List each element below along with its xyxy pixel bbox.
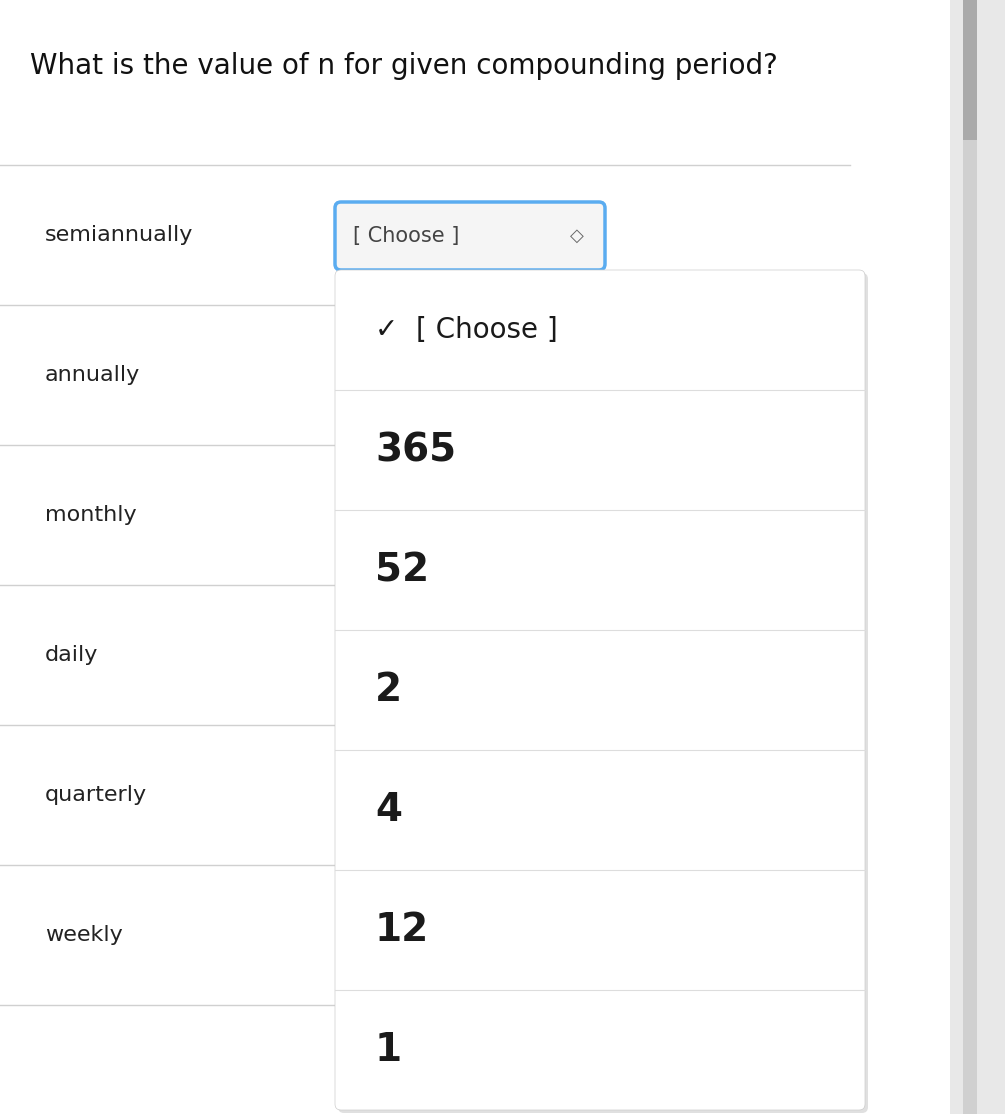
FancyBboxPatch shape [335,202,605,270]
Text: 365: 365 [375,431,456,469]
FancyBboxPatch shape [338,273,868,1113]
Text: 4: 4 [375,791,402,829]
Bar [963,0,977,1114]
Text: 12: 12 [375,911,429,949]
Text: What is the value of n for given compounding period?: What is the value of n for given compoun… [30,52,778,80]
Text: annually: annually [45,365,141,385]
Text: semiannually: semiannually [45,225,193,245]
Text: 2: 2 [375,671,402,709]
Text: 52: 52 [375,551,429,589]
Text: [ Choose ]: [ Choose ] [353,226,459,246]
Text: quarterly: quarterly [45,785,147,805]
Text: ✓  [ Choose ]: ✓ [ Choose ] [375,316,558,344]
Bar [950,0,1005,1114]
FancyBboxPatch shape [334,201,606,271]
Text: weekly: weekly [45,925,123,945]
Bar [963,0,977,140]
FancyBboxPatch shape [335,270,865,1110]
Text: monthly: monthly [45,505,137,525]
Text: daily: daily [45,645,98,665]
Text: 1: 1 [375,1030,402,1069]
Text: ◇: ◇ [570,227,584,245]
